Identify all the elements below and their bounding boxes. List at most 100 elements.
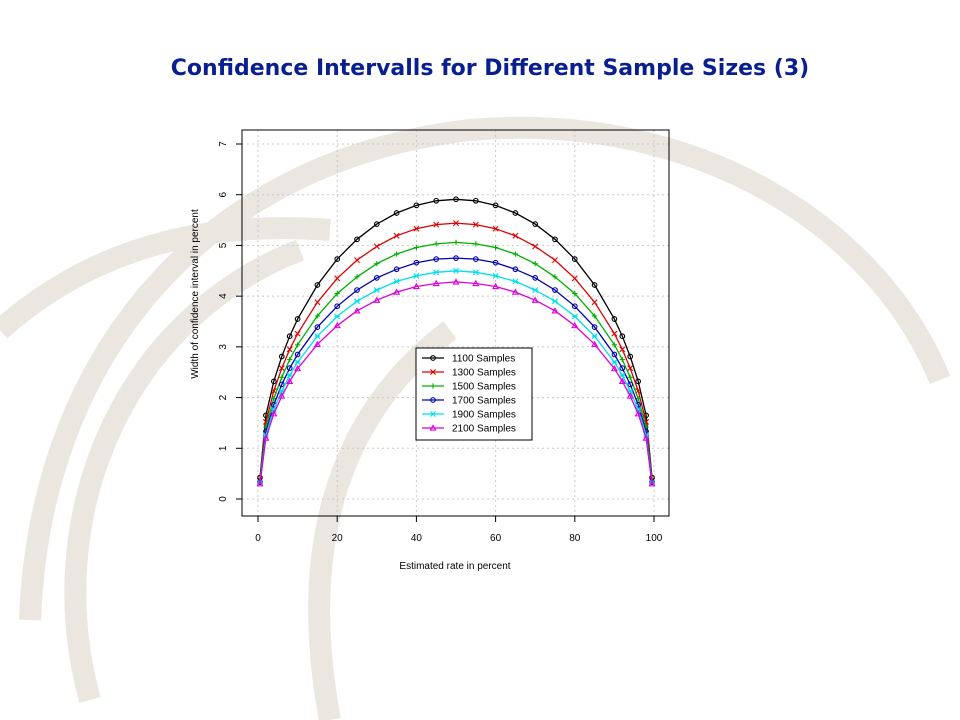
data-point bbox=[627, 374, 633, 380]
legend-swatch-marker bbox=[429, 424, 437, 431]
legend-entry: 1300 Samples bbox=[452, 368, 516, 379]
data-point bbox=[394, 251, 400, 257]
data-point bbox=[286, 346, 293, 353]
data-point bbox=[512, 278, 519, 285]
data-point bbox=[611, 316, 618, 322]
y-tick-label: 4 bbox=[218, 293, 229, 299]
data-point bbox=[286, 372, 293, 379]
data-point bbox=[492, 282, 500, 290]
legend-entry: 1500 Samples bbox=[452, 382, 516, 393]
data-point bbox=[412, 282, 420, 290]
data-point bbox=[334, 256, 341, 262]
data-point bbox=[433, 256, 440, 262]
data-point bbox=[532, 287, 539, 294]
data-point bbox=[354, 236, 360, 243]
axis-ticks: 0 20 40 60 80 100 0 1 2 3 4 5 6 7 bbox=[218, 141, 663, 544]
data-point bbox=[551, 307, 559, 314]
data-point bbox=[552, 287, 558, 293]
data-point bbox=[511, 288, 519, 295]
data-point bbox=[635, 378, 642, 385]
data-point bbox=[532, 261, 538, 267]
data-point bbox=[262, 434, 270, 441]
x-tick-label: 20 bbox=[332, 533, 344, 544]
data-point bbox=[619, 333, 626, 340]
data-point bbox=[512, 266, 519, 273]
data-point bbox=[618, 377, 626, 384]
data-point bbox=[314, 333, 321, 340]
data-point bbox=[627, 365, 634, 372]
data-point bbox=[286, 377, 294, 384]
series-3 bbox=[257, 255, 655, 486]
data-point bbox=[393, 288, 401, 295]
data-point bbox=[492, 259, 499, 266]
data-point bbox=[433, 221, 440, 228]
data-point bbox=[393, 278, 400, 285]
data-point bbox=[493, 244, 499, 251]
data-point bbox=[532, 221, 539, 227]
x-tick-label: 0 bbox=[255, 533, 261, 544]
data-point bbox=[492, 225, 499, 232]
data-point bbox=[373, 221, 380, 227]
data-point bbox=[433, 269, 440, 276]
data-point bbox=[552, 298, 558, 305]
y-tick-label: 3 bbox=[218, 344, 229, 350]
data-point bbox=[286, 365, 293, 372]
data-point bbox=[472, 197, 479, 204]
legend-entry: 1900 Samples bbox=[452, 410, 516, 421]
data-point bbox=[373, 287, 380, 294]
data-point bbox=[433, 197, 440, 204]
data-point bbox=[278, 381, 285, 388]
data-point bbox=[611, 351, 618, 358]
y-tick-label: 1 bbox=[218, 445, 229, 451]
data-point bbox=[619, 356, 625, 363]
data-point bbox=[552, 236, 558, 243]
data-point bbox=[571, 303, 578, 310]
data-point bbox=[413, 225, 420, 232]
legend-swatch-marker bbox=[430, 355, 436, 361]
data-point bbox=[393, 210, 400, 216]
data-point bbox=[373, 275, 380, 281]
y-tick-label: 5 bbox=[218, 242, 229, 248]
data-point bbox=[270, 410, 278, 417]
data-point bbox=[472, 221, 479, 228]
plot-frame bbox=[241, 129, 670, 517]
data-point bbox=[294, 364, 302, 372]
data-point bbox=[294, 330, 301, 337]
legend-entry: 1700 Samples bbox=[452, 396, 516, 407]
legend-entry: 1100 Samples bbox=[452, 354, 515, 365]
y-tick-label: 6 bbox=[218, 191, 229, 197]
data-point bbox=[294, 359, 301, 366]
data-point bbox=[611, 359, 618, 366]
data-point bbox=[432, 279, 440, 287]
data-point bbox=[453, 239, 459, 245]
series-4 bbox=[256, 267, 656, 486]
data-point bbox=[334, 313, 341, 320]
data-point bbox=[279, 374, 285, 380]
data-point bbox=[634, 410, 642, 417]
data-point bbox=[512, 251, 518, 257]
data-point bbox=[591, 333, 598, 340]
data-point bbox=[627, 353, 634, 360]
series-1 bbox=[256, 220, 656, 483]
data-point bbox=[393, 266, 400, 273]
data-point bbox=[610, 364, 618, 372]
legend-entry: 2100 Samples bbox=[452, 424, 516, 435]
data-point bbox=[571, 321, 579, 329]
confidence-interval-chart: Width of confidence interval in percent … bbox=[190, 129, 670, 572]
data-point bbox=[532, 275, 539, 281]
data-point bbox=[334, 275, 341, 282]
data-point bbox=[270, 378, 277, 385]
data-point bbox=[413, 259, 420, 266]
series-line bbox=[259, 257, 653, 483]
data-point bbox=[592, 313, 598, 319]
series-lines bbox=[256, 196, 656, 487]
legend-swatch-marker bbox=[430, 369, 436, 375]
data-point bbox=[373, 296, 381, 303]
data-point bbox=[413, 202, 420, 209]
data-point bbox=[453, 196, 459, 203]
data-point bbox=[393, 232, 400, 239]
legend-swatch-marker bbox=[430, 383, 436, 389]
data-point bbox=[278, 392, 286, 399]
data-point bbox=[611, 342, 617, 348]
data-point bbox=[512, 210, 519, 216]
